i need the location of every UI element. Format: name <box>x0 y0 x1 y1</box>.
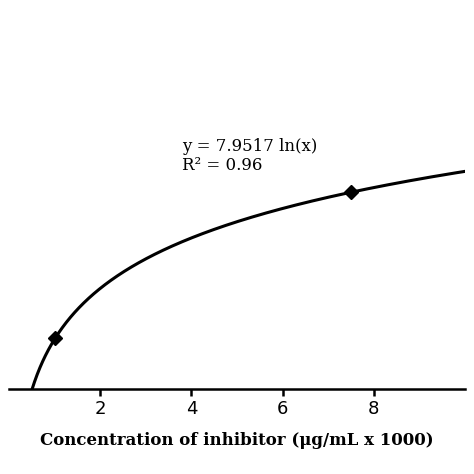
Text: y = 7.9517 ln(x)
R² = 0.96: y = 7.9517 ln(x) R² = 0.96 <box>182 138 318 174</box>
X-axis label: Concentration of inhibitor (μg/mL x 1000): Concentration of inhibitor (μg/mL x 1000… <box>40 432 434 449</box>
